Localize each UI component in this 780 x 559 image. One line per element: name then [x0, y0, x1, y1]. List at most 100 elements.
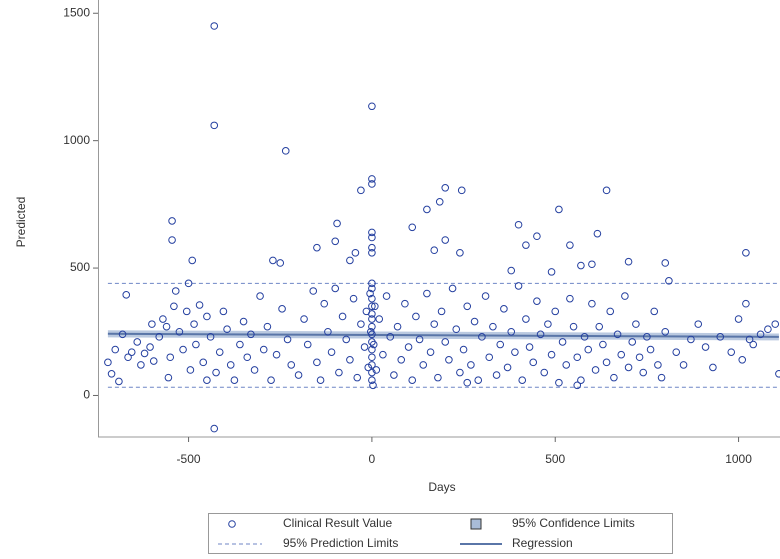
data-point: [452, 325, 461, 334]
data-point: [584, 345, 593, 354]
data-point: [210, 424, 219, 433]
data-point: [162, 322, 171, 331]
data-point: [281, 147, 290, 155]
data-point: [104, 358, 112, 367]
data-point: [195, 301, 204, 309]
data-point: [445, 355, 453, 364]
data-point: [507, 327, 516, 336]
data-point: [215, 348, 224, 356]
data-point: [127, 348, 136, 356]
data-point: [613, 330, 622, 339]
data-point: [369, 340, 378, 349]
data-point: [124, 353, 132, 362]
data-point: [168, 217, 176, 225]
data-point: [624, 363, 633, 372]
data-point: [107, 370, 116, 378]
data-point: [701, 343, 710, 351]
data-point: [368, 353, 376, 362]
data-point: [566, 294, 574, 303]
data-point: [390, 371, 398, 379]
data-point: [547, 350, 556, 359]
data-point: [577, 261, 585, 270]
data-point: [267, 376, 275, 384]
data-point: [219, 307, 228, 316]
data-point: [738, 355, 747, 364]
data-point: [525, 343, 534, 351]
data-point: [437, 307, 446, 316]
data-point: [148, 320, 156, 328]
data-point: [580, 333, 589, 341]
data-point: [316, 376, 325, 384]
data-point: [558, 338, 567, 346]
data-point: [514, 220, 523, 229]
data-point: [672, 348, 681, 356]
data-point: [368, 243, 376, 252]
data-point: [544, 320, 552, 328]
data-point: [775, 370, 780, 378]
data-point: [621, 292, 629, 300]
data-point: [171, 287, 180, 295]
data-point: [192, 340, 200, 349]
data-point: [665, 277, 673, 285]
regression-line: [107, 332, 779, 338]
data-point: [287, 361, 296, 369]
data-point: [140, 349, 149, 358]
data-point: [182, 307, 191, 316]
data-point: [349, 294, 358, 303]
data-point: [368, 228, 376, 237]
data-point: [397, 355, 406, 364]
data-point: [190, 320, 198, 328]
data-point: [492, 371, 501, 379]
data-point: [393, 322, 402, 331]
data-point: [276, 259, 285, 267]
data-point: [654, 361, 662, 369]
data-point: [661, 327, 670, 336]
legend-label: Clinical Result Value: [283, 516, 392, 530]
data-point: [342, 335, 351, 344]
data-point: [489, 322, 497, 331]
data-point: [485, 353, 494, 362]
data-point: [371, 302, 379, 311]
data-point: [716, 333, 725, 341]
data-point: [168, 236, 176, 244]
data-point: [170, 302, 178, 311]
data-point: [426, 348, 435, 356]
data-point: [303, 340, 312, 349]
data-point: [764, 325, 772, 334]
legend-label: 95% Prediction Limits: [283, 536, 398, 550]
legend-marker: [470, 518, 482, 530]
data-point: [423, 205, 431, 214]
data-point: [368, 368, 376, 377]
data-point: [327, 348, 336, 356]
data-point: [745, 335, 754, 344]
data-point: [159, 315, 167, 323]
y-tick-label: 500: [70, 260, 90, 274]
data-point: [511, 348, 519, 356]
data-point: [331, 284, 340, 293]
data-point: [679, 361, 688, 369]
x-tick-label: 1000: [725, 452, 752, 466]
data-point: [657, 373, 666, 382]
data-point: [386, 333, 395, 341]
data-point: [346, 256, 354, 265]
y-axis-label: Predicted: [14, 197, 28, 248]
data-point: [474, 376, 483, 384]
data-point: [368, 175, 376, 183]
data-point: [430, 246, 439, 255]
data-point: [313, 243, 321, 252]
data-point: [369, 381, 377, 390]
data-point: [643, 333, 651, 341]
data-point: [335, 368, 343, 377]
data-point: [272, 350, 281, 359]
data-point: [522, 241, 530, 249]
data-point: [441, 338, 450, 346]
data-point: [179, 345, 187, 354]
data-point: [278, 305, 286, 313]
data-point: [115, 377, 123, 386]
legend-box: [208, 513, 673, 554]
data-point: [366, 289, 374, 298]
data-point: [588, 299, 596, 308]
data-point: [408, 376, 417, 384]
data-point: [247, 330, 255, 339]
data-point: [368, 330, 376, 339]
